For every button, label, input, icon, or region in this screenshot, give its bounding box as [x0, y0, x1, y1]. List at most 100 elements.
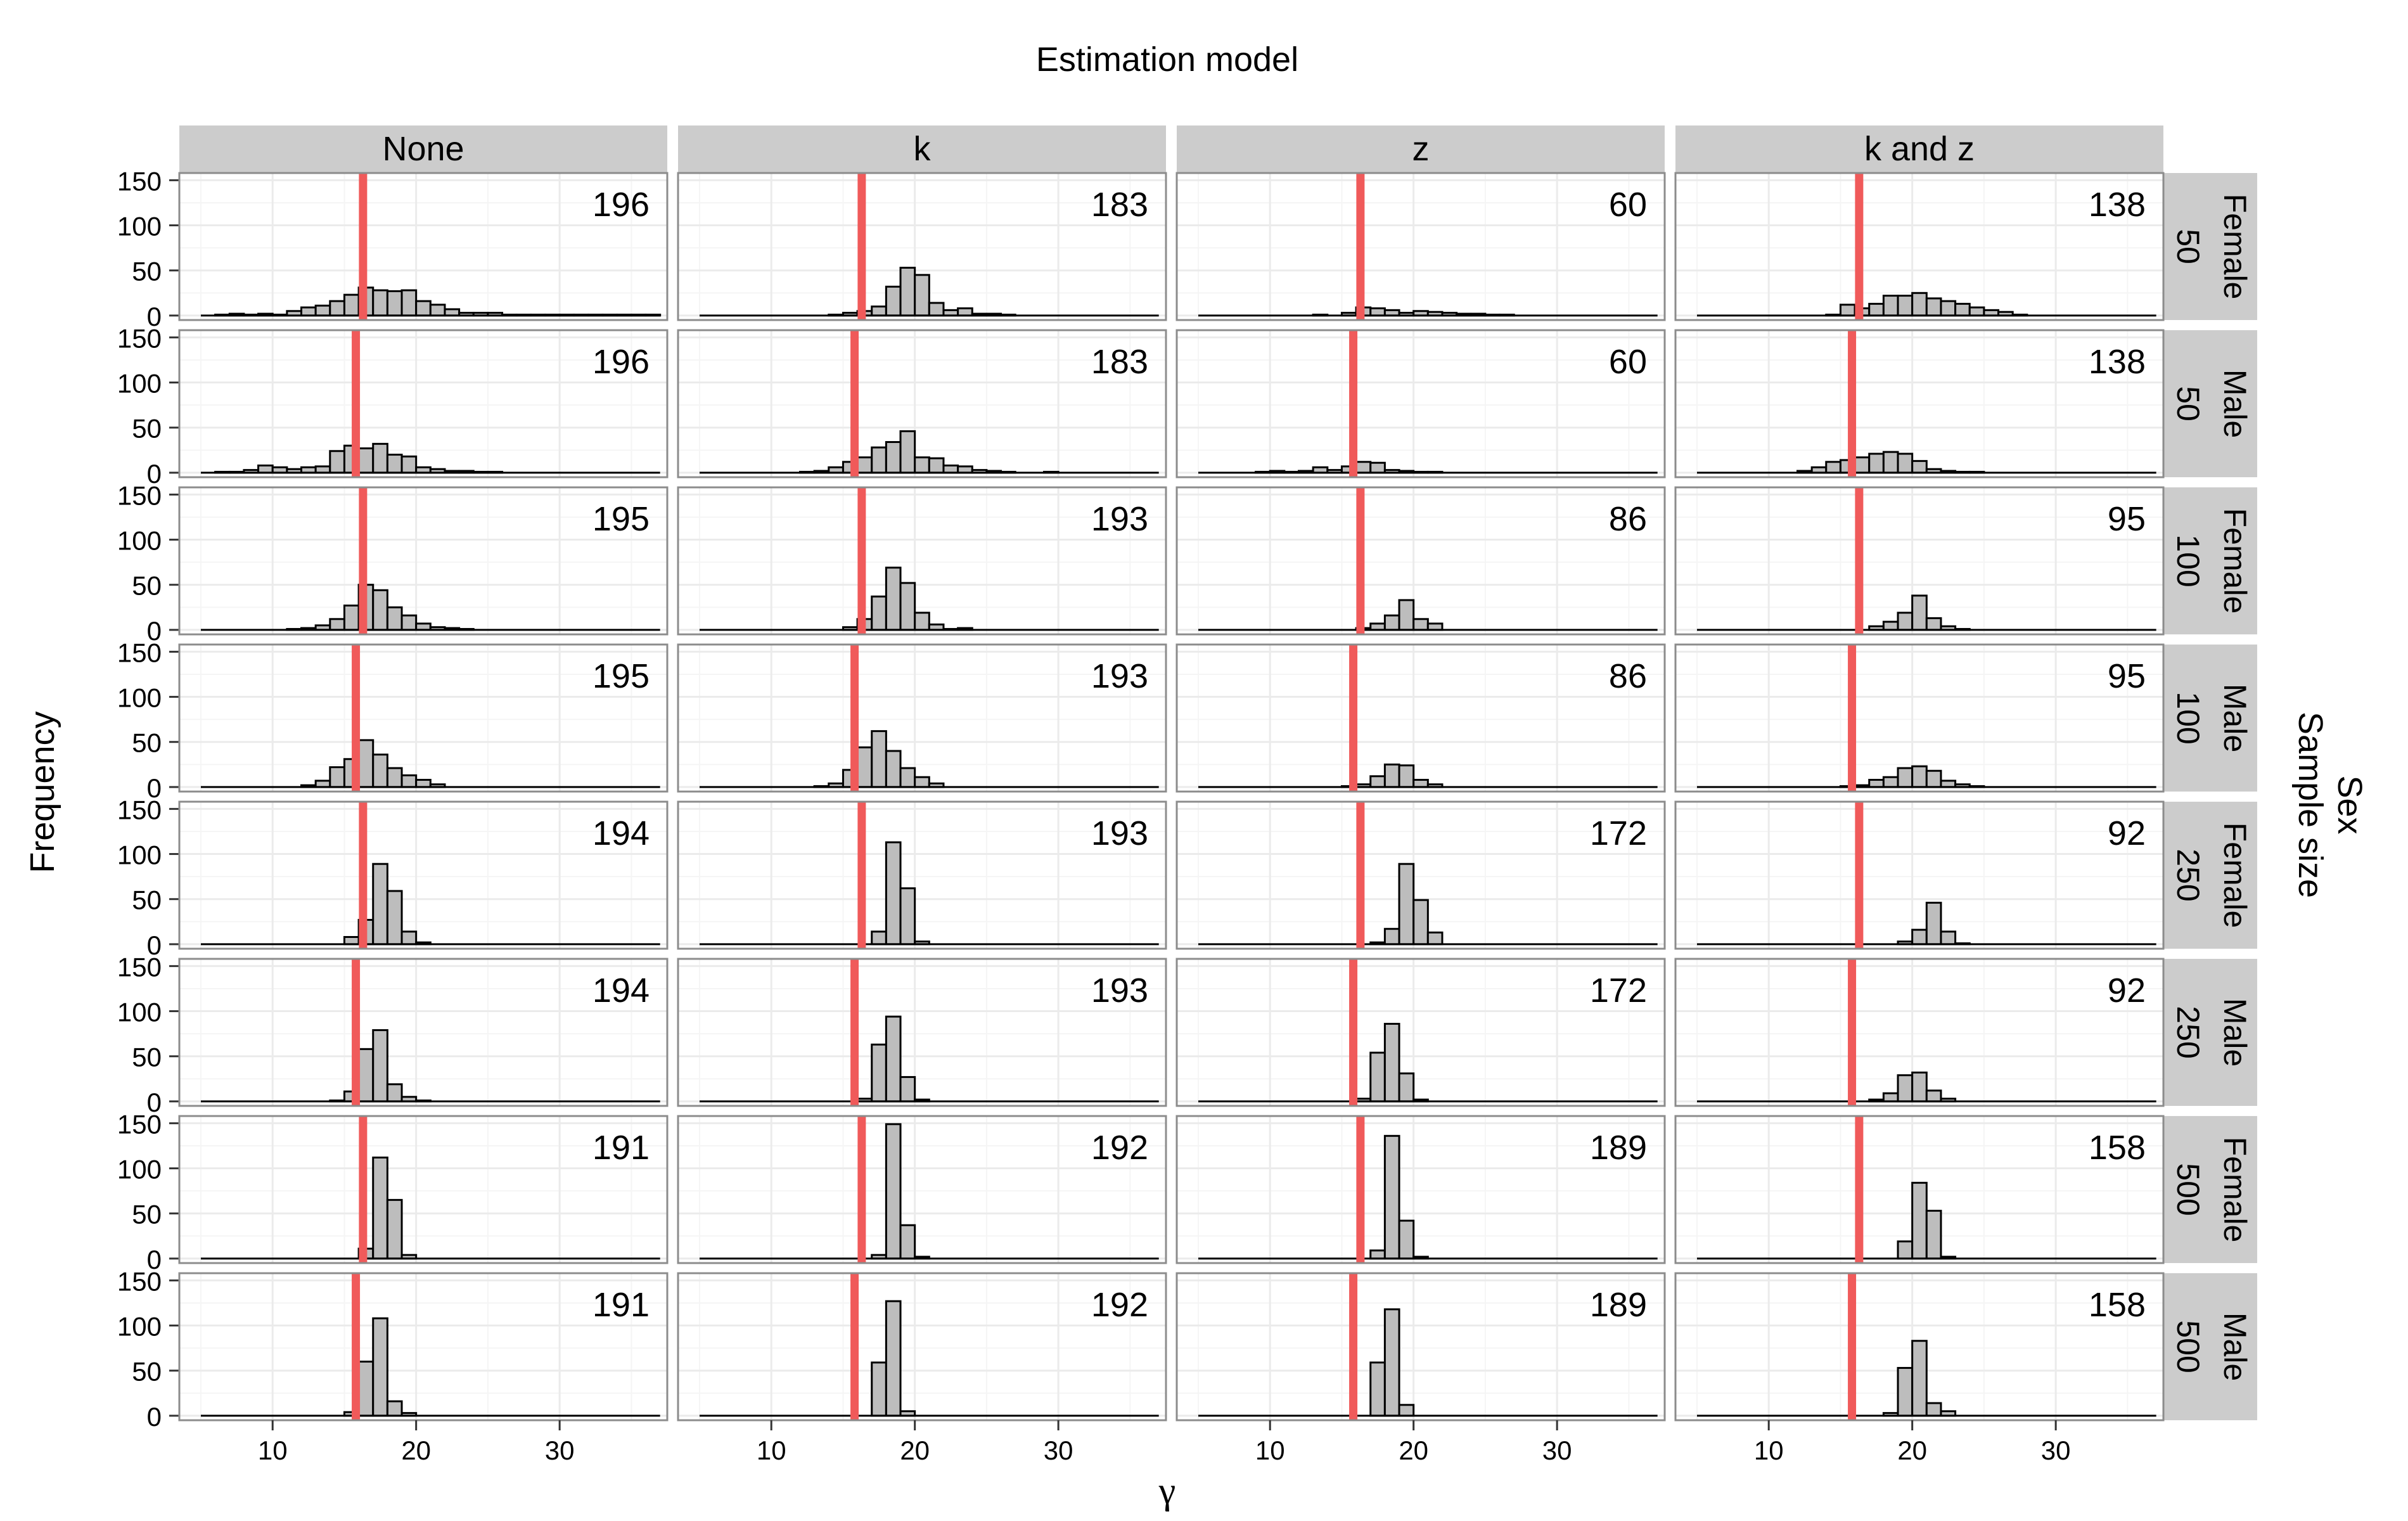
histogram-bar — [1911, 594, 1928, 631]
x-tick-label: 10 — [1754, 1435, 1784, 1465]
panel-background — [179, 330, 667, 477]
panel-border — [178, 643, 669, 793]
count-label: 172 — [1590, 972, 1647, 1010]
histogram-bar — [1383, 928, 1400, 946]
histogram-bar — [1398, 1404, 1415, 1417]
x-axis-title: γ — [1158, 1470, 1176, 1511]
row-strip-size — [2163, 487, 2210, 634]
histogram-bar — [400, 614, 418, 631]
histogram-bar — [957, 307, 973, 317]
panel-background — [179, 959, 667, 1106]
histogram-bar — [343, 293, 360, 317]
y-tick-label: 50 — [132, 571, 162, 601]
panel-border — [1674, 1272, 2165, 1422]
column-strip-label: k — [914, 130, 932, 168]
x-tick-label: 30 — [1044, 1435, 1073, 1465]
histogram-bar — [885, 440, 902, 474]
count-label: 191 — [592, 1286, 650, 1324]
row-strip-size — [2163, 330, 2210, 477]
y-tick-label: 100 — [117, 212, 162, 241]
count-label: 194 — [592, 972, 650, 1010]
histogram-bar — [1426, 931, 1444, 946]
histogram-bar — [1897, 1366, 1914, 1417]
y-tick-label: 150 — [117, 1266, 162, 1296]
histogram-bar — [1369, 461, 1386, 474]
histogram-bar — [1897, 767, 1914, 788]
row-strip-sex — [2210, 173, 2257, 320]
histogram-bar — [1412, 778, 1429, 788]
histogram-bar — [386, 890, 403, 946]
y-tick-label: 0 — [147, 1402, 162, 1432]
column-strip-label: z — [1412, 130, 1430, 168]
y-tick-label: 0 — [147, 773, 162, 803]
histogram-bar — [1882, 1092, 1899, 1103]
x-tick-label: 20 — [401, 1435, 431, 1465]
histogram-bar — [871, 730, 887, 788]
count-label: 195 — [592, 500, 650, 538]
figure-title: Estimation model — [1036, 41, 1298, 79]
histogram-bar — [942, 464, 959, 474]
y-tick-label: 50 — [132, 257, 162, 286]
histogram-bar — [386, 606, 403, 631]
row-strip-sex-label: Female — [2217, 823, 2253, 928]
panel-background — [1177, 1116, 1665, 1263]
histogram-bar — [1911, 1340, 1928, 1417]
histogram-bar — [1398, 764, 1415, 788]
row-strip-size-label: 100 — [2170, 534, 2206, 587]
panel-border — [178, 800, 669, 950]
histogram-bar — [1911, 1071, 1928, 1103]
panel-border — [178, 958, 669, 1107]
panel-background — [1177, 959, 1665, 1106]
histogram-bar — [429, 304, 446, 317]
histogram-bar — [1398, 1072, 1415, 1103]
panel-border — [178, 329, 669, 478]
y-tick-label: 0 — [147, 616, 162, 646]
histogram-bar — [372, 1156, 388, 1260]
histogram-bar — [1868, 452, 1885, 474]
panel-border — [1175, 1115, 1666, 1264]
row-strip-size-label: 250 — [2170, 849, 2206, 901]
row-strip-size-label: 100 — [2170, 691, 2206, 744]
row-strip-size-label: 250 — [2170, 1006, 2206, 1058]
histogram-bar — [1925, 1209, 1942, 1260]
histogram-bar — [928, 302, 945, 317]
panel-background — [678, 959, 1166, 1106]
panel-border — [1175, 172, 1666, 321]
histogram-bar — [899, 266, 916, 317]
count-label: 86 — [1609, 657, 1647, 695]
panel-background — [1177, 645, 1665, 792]
count-label: 193 — [1091, 657, 1148, 695]
x-tick-label: 10 — [258, 1435, 288, 1465]
y-tick-label: 50 — [132, 1357, 162, 1387]
histogram-bar — [928, 457, 945, 474]
histogram-bar — [1868, 302, 1885, 317]
histogram-bar — [1369, 1051, 1386, 1103]
histogram-bar — [372, 289, 388, 317]
row-strip-sex-label: Male — [2217, 998, 2253, 1067]
histogram-bar — [1897, 295, 1914, 317]
panel-border — [677, 958, 1167, 1107]
panel-border — [178, 486, 669, 636]
count-label: 158 — [2089, 1286, 2146, 1324]
count-label: 158 — [2089, 1129, 2146, 1167]
histogram-bar — [372, 442, 388, 474]
panel-background — [678, 1273, 1166, 1420]
panel-border — [1175, 1272, 1666, 1422]
y-tick-label: 50 — [132, 885, 162, 915]
count-label: 196 — [592, 343, 650, 381]
histogram-bar — [1897, 612, 1914, 631]
histogram-bar — [856, 456, 873, 474]
panel-border — [178, 1115, 669, 1264]
row-strip-size — [2163, 1116, 2210, 1263]
histogram-bar — [899, 1075, 916, 1103]
histogram-bar — [1911, 459, 1928, 474]
histogram-bar — [885, 750, 902, 788]
row-strip-size — [2163, 959, 2210, 1106]
histogram-bar — [871, 930, 887, 946]
histogram-bar — [1868, 778, 1885, 788]
histogram-bar — [1897, 1240, 1914, 1260]
panel-background — [678, 645, 1166, 792]
histogram-bar — [885, 567, 902, 631]
histogram-bar — [372, 863, 388, 946]
